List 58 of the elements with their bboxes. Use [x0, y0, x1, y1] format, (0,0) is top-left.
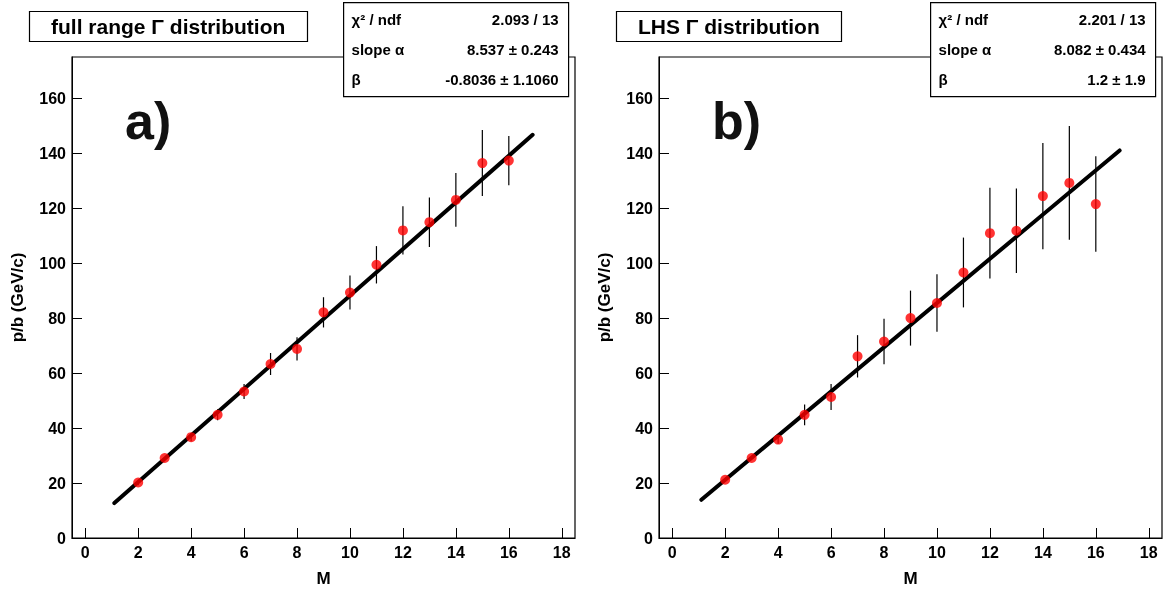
y-tick-label: 20	[48, 474, 67, 492]
x-tick-label: 0	[667, 543, 677, 561]
x-axis-title: M	[903, 569, 918, 588]
x-tick-label: 12	[394, 543, 412, 561]
annotation: 8.082 ± 0.434	[1053, 41, 1147, 59]
x-tick-label: 14	[446, 543, 465, 561]
y-tick-label: 40	[635, 419, 654, 437]
annotation: 8.537 ± 0.243	[466, 41, 559, 59]
y-axis-title: p/b (GeV/c)	[595, 252, 614, 343]
x-tick-label: 16	[499, 543, 518, 561]
annotation: -0.8036 ± 1.1060	[445, 71, 559, 89]
x-tick-label: 12	[981, 543, 999, 561]
y-tick-label: 100	[626, 254, 654, 272]
annotation: 1.2 ± 1.9	[1087, 71, 1146, 89]
annotation: slope α	[351, 41, 405, 59]
y-tick-label: 80	[48, 309, 67, 327]
x-tick-label: 0	[80, 543, 90, 561]
y-tick-label: 60	[48, 364, 67, 382]
x-tick-label: 10	[928, 543, 946, 561]
y-axis-title: p/b (GeV/c)	[8, 252, 27, 343]
x-tick-label: 4	[773, 543, 783, 561]
text: 2.093 / 13	[491, 11, 559, 29]
x-tick-label: 6	[826, 543, 836, 561]
y-tick-label: 160	[626, 89, 654, 107]
x-tick-label: 8	[292, 543, 302, 561]
text: χ² / ndf	[351, 11, 403, 29]
y-tick-label: 120	[626, 199, 654, 217]
y-tick-label: 20	[635, 474, 654, 492]
y-tick-label: 0	[644, 529, 654, 547]
y-tick-label: 100	[39, 254, 67, 272]
annotation: slope α	[938, 41, 992, 59]
annotation: β	[351, 71, 361, 89]
annotation: a)	[125, 92, 172, 150]
x-tick-label: 2	[720, 543, 730, 561]
x-tick-label: 10	[341, 543, 359, 561]
chart-title: full range Γ distribution	[51, 15, 286, 38]
y-tick-label: 40	[48, 419, 67, 437]
x-tick-label: 2	[133, 543, 143, 561]
y-tick-label: 140	[626, 144, 654, 162]
y-tick-label: 120	[39, 199, 67, 217]
annotation: β	[938, 71, 948, 89]
x-axis-title: M	[316, 569, 331, 588]
y-tick-label: 0	[57, 529, 67, 547]
y-tick-label: 80	[635, 309, 654, 327]
y-tick-label: 140	[39, 144, 67, 162]
x-tick-label: 16	[1086, 543, 1105, 561]
chart-title: LHS Γ distribution	[638, 15, 820, 38]
x-tick-label: 18	[1139, 543, 1158, 561]
y-tick-label: 60	[635, 364, 654, 382]
text: 2.201 / 13	[1078, 11, 1146, 29]
x-tick-label: 4	[186, 543, 196, 561]
x-tick-label: 14	[1033, 543, 1052, 561]
annotation: b)	[712, 92, 762, 150]
x-tick-label: 6	[239, 543, 249, 561]
text: χ² / ndf	[938, 11, 990, 29]
y-tick-label: 160	[39, 89, 67, 107]
x-tick-label: 18	[552, 543, 571, 561]
x-tick-label: 8	[879, 543, 889, 561]
